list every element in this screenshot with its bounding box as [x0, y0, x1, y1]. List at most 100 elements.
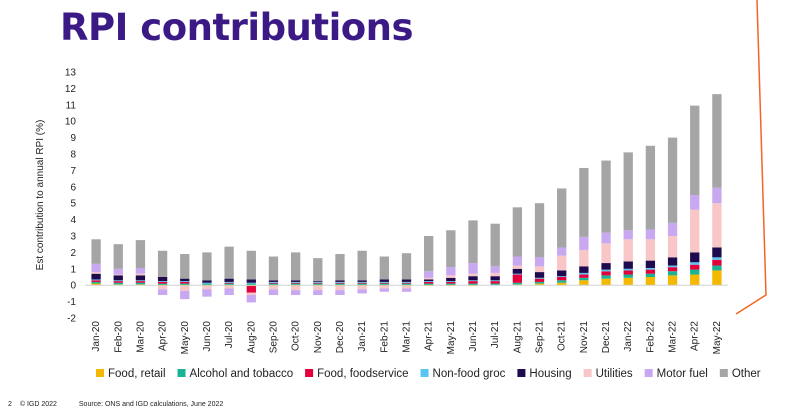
bar-segment — [557, 277, 567, 281]
bar-segment — [202, 286, 212, 290]
bar-segment — [534, 257, 545, 267]
bar-stack — [601, 160, 611, 286]
x-tick-label: Apr-20 — [158, 321, 169, 351]
bar-segment — [313, 283, 323, 286]
bar-segment — [579, 266, 589, 273]
bar-segment — [623, 239, 633, 262]
bar-segment — [468, 283, 478, 286]
bar-segment — [446, 267, 456, 276]
bar-segment — [512, 273, 523, 275]
bar-segment — [690, 195, 700, 210]
bar-segment — [557, 276, 567, 277]
bar-segment — [601, 269, 611, 272]
bar-segment — [579, 236, 589, 250]
bar-segment — [401, 283, 412, 286]
legend-label: Other — [732, 368, 761, 380]
bar-segment — [667, 265, 678, 268]
legend-item: Food, retail — [96, 368, 166, 380]
bar-segment — [623, 230, 633, 240]
bar-segment — [512, 268, 523, 274]
bar-segment — [246, 283, 256, 286]
bar-stack — [180, 254, 190, 300]
x-tick-label: Jul-21 — [490, 321, 501, 349]
bar-segment — [401, 279, 412, 282]
bar-segment — [335, 290, 345, 296]
x-tick-label: May-20 — [180, 321, 191, 355]
bar-segment — [180, 283, 190, 286]
bar-segment — [601, 271, 611, 276]
bar-stack — [623, 152, 633, 286]
bar-segment — [157, 281, 168, 284]
bar-segment — [224, 286, 234, 289]
x-tick-label: Apr-22 — [690, 321, 701, 351]
bar-segment — [290, 282, 301, 284]
bar-stack — [446, 230, 456, 287]
bar-segment — [446, 275, 456, 278]
y-tick-label: 10 — [65, 117, 77, 128]
x-tick-label: Aug-21 — [512, 321, 523, 354]
bar-segment — [667, 267, 678, 272]
bar-segment — [667, 271, 678, 276]
x-tick-label: Sep-20 — [268, 321, 279, 354]
bar-segment — [645, 273, 656, 277]
legend-swatch — [719, 369, 728, 377]
bar-stack — [645, 145, 656, 286]
bar-segment — [246, 250, 256, 280]
legend-label: Non-food groc — [433, 368, 506, 380]
x-axis-labels: Jan-20 Feb-20 Mar-20 Apr-20 May-20 Jun-20 Jul-… — [91, 321, 723, 355]
bar-segment — [645, 267, 656, 270]
bar-segment — [424, 281, 434, 282]
source-note: Source: ONS and IGD calculations, June 2… — [78, 401, 224, 408]
bar-segment — [557, 270, 567, 277]
bar-segment — [623, 270, 633, 275]
bar-segment — [557, 255, 567, 271]
bar-stack — [202, 252, 212, 297]
bar-stack — [246, 250, 256, 303]
bar-stacks — [91, 94, 722, 303]
y-tick-label: 4 — [70, 215, 76, 226]
bar-segment — [579, 274, 589, 278]
bar-segment — [135, 273, 146, 276]
bar-segment — [91, 283, 101, 286]
bar-stack — [335, 254, 345, 296]
bar-segment — [424, 271, 434, 278]
bar-segment — [113, 282, 123, 285]
bar-segment — [246, 292, 256, 296]
bar-segment — [91, 279, 101, 281]
x-tick-label: Jul-20 — [224, 321, 235, 349]
bar-segment — [202, 282, 212, 284]
x-tick-label: Apr-21 — [424, 321, 435, 351]
bar-segment — [224, 288, 234, 296]
y-tick-label: 9 — [70, 133, 76, 144]
x-tick-label: Jan-21 — [357, 321, 368, 352]
bar-segment — [268, 286, 279, 290]
bar-segment — [313, 258, 323, 282]
page-title: RPI contributions — [60, 6, 414, 49]
bar-segment — [667, 257, 678, 266]
bar-segment — [557, 280, 567, 283]
bar-stack — [424, 236, 434, 287]
bar-segment — [224, 282, 234, 284]
bar-segment — [290, 280, 301, 282]
bar-segment — [335, 254, 345, 281]
legend-item: Motor fuel — [644, 368, 708, 380]
bar-segment — [446, 281, 456, 284]
x-tick-label: Jun-21 — [468, 321, 479, 352]
legend-swatch — [96, 369, 104, 377]
bar-stack — [667, 137, 678, 286]
bar-segment — [601, 232, 611, 244]
bar-segment — [91, 272, 101, 274]
bar-segment — [468, 220, 478, 264]
bar-stack — [157, 250, 168, 296]
bar-segment — [290, 286, 301, 291]
bar-segment — [379, 283, 389, 286]
bar-segment — [712, 203, 722, 248]
legend-item: Non-food groc — [420, 368, 506, 380]
bar-segment — [645, 145, 656, 230]
bar-stack — [579, 167, 589, 286]
y-tick-label: -1 — [67, 297, 76, 308]
x-tick-label: Oct-20 — [291, 321, 302, 351]
bar-segment — [180, 278, 190, 282]
bar-segment — [490, 266, 500, 273]
bar-stack — [268, 256, 279, 296]
